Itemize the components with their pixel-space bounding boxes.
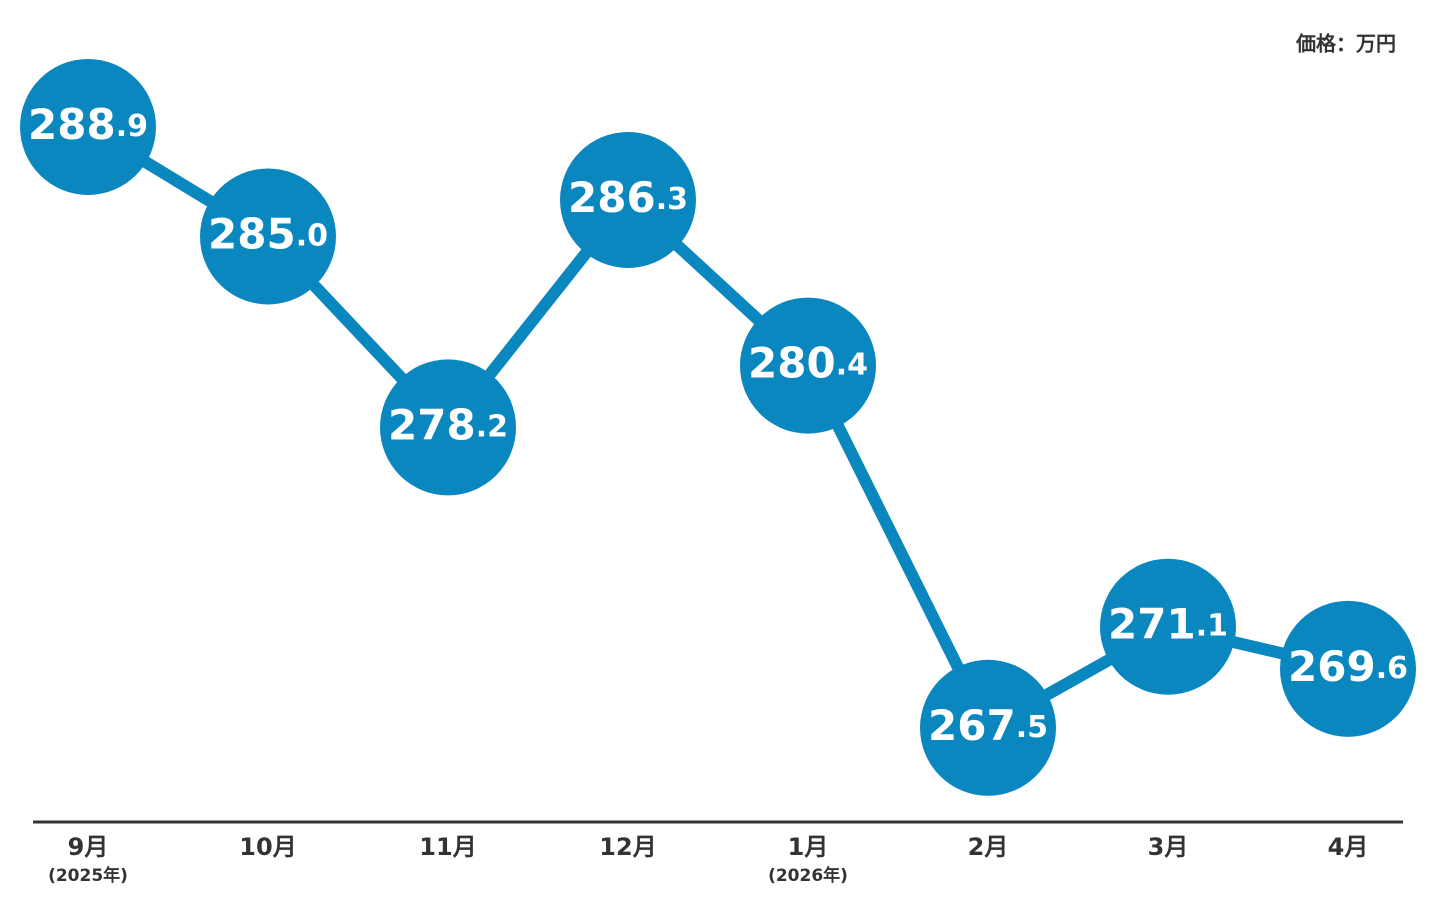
data-label-int: 271 [1108, 599, 1196, 648]
data-label-int: 286 [568, 172, 656, 221]
data-label-dec: .4 [836, 347, 868, 382]
data-label-int: 269 [1288, 641, 1376, 690]
data-point [560, 131, 696, 268]
x-tick-label: 2月 [968, 833, 1009, 861]
data-label: 269.6 [1288, 641, 1408, 690]
data-label: 278.2 [388, 400, 508, 449]
data-label-dec: .3 [656, 181, 688, 216]
data-point [20, 58, 156, 195]
data-label-int: 285 [208, 209, 296, 258]
data-label-int: 278 [388, 400, 476, 449]
unit-label: 価格：万円 [1295, 32, 1396, 56]
data-label-dec: .0 [296, 218, 328, 253]
data-label-dec: .2 [476, 409, 508, 444]
data-point [1280, 600, 1416, 737]
x-tick-note: (2026年) [768, 865, 848, 886]
x-tick-label: 3月 [1148, 833, 1189, 861]
x-tick-label: 4月 [1328, 833, 1369, 861]
x-tick-label: 10月 [239, 833, 296, 861]
data-label-dec: .6 [1376, 650, 1408, 685]
x-tick-label: 11月 [419, 833, 476, 861]
data-label: 288.9 [28, 99, 148, 148]
data-label-int: 280 [748, 338, 836, 387]
data-point [920, 659, 1056, 796]
data-label-dec: .1 [1196, 608, 1228, 643]
data-label-dec: .5 [1016, 709, 1048, 744]
data-label: 285.0 [208, 209, 328, 258]
data-label: 271.1 [1108, 599, 1228, 648]
data-label-int: 267 [928, 700, 1016, 749]
data-point [200, 168, 336, 305]
x-tick-label: 9月 [68, 833, 109, 861]
data-label: 286.3 [568, 172, 688, 221]
data-label: 267.5 [928, 700, 1048, 749]
data-label: 280.4 [748, 338, 868, 387]
data-point [740, 297, 876, 434]
data-point [1100, 558, 1236, 695]
data-label-int: 288 [28, 99, 116, 148]
x-tick-note: (2025年) [48, 865, 128, 886]
data-point [380, 359, 516, 496]
x-tick-label: 1月 [788, 833, 829, 861]
data-label-dec: .9 [116, 108, 148, 143]
x-tick-label: 12月 [599, 833, 656, 861]
